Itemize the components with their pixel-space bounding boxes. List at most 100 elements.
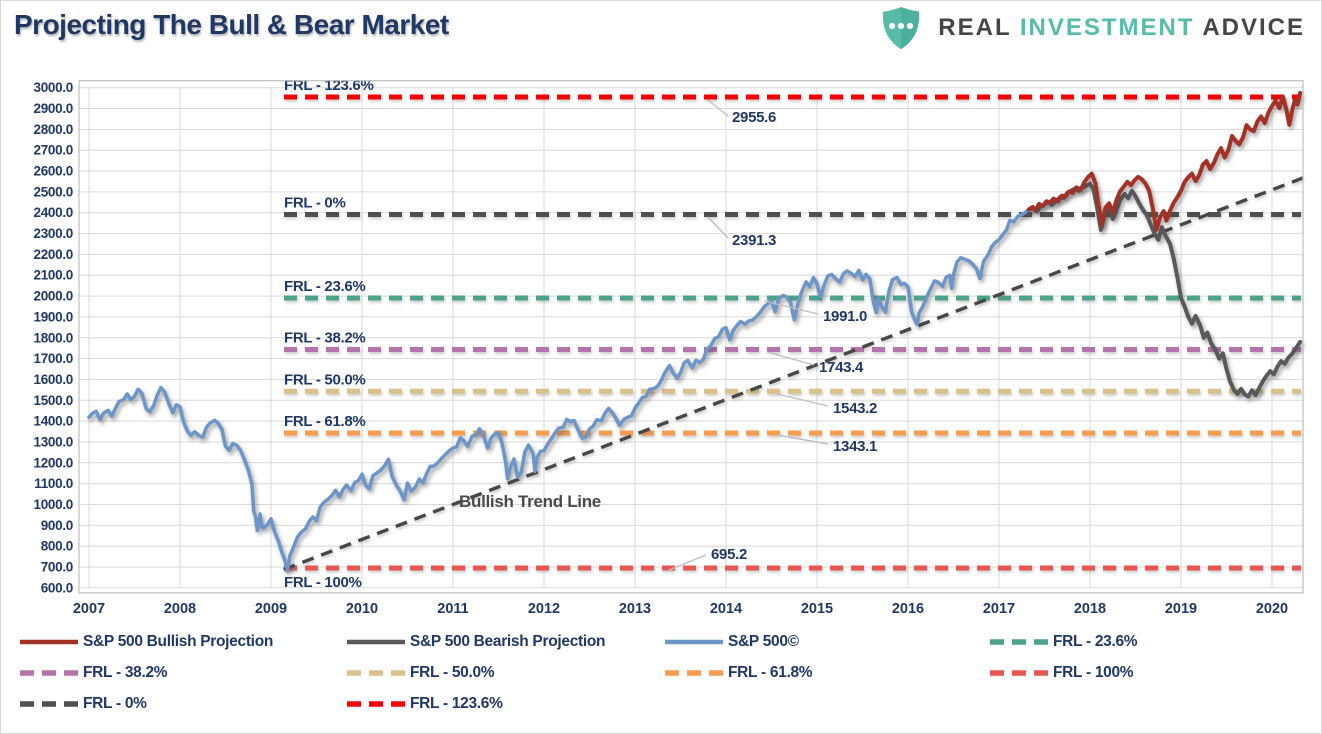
legend-swatch xyxy=(20,670,78,676)
legend-item-frl-38.2-: FRL - 38.2% xyxy=(19,664,168,682)
callout-value-1543.2: 1543.2 xyxy=(833,400,877,417)
callout-value-695.2: 695.2 xyxy=(711,546,747,563)
legend-swatch xyxy=(20,701,78,707)
legend-label: S&P 500 Bearish Projection xyxy=(410,633,606,650)
series-s-p-500-bullish-projection xyxy=(1027,90,1303,232)
legend-item-s-p-500-bearish-projection: S&P 500 Bearish Projection xyxy=(346,633,606,651)
x-axis-tick: 2015 xyxy=(801,601,833,617)
legend-label: FRL - 50.0% xyxy=(410,664,495,681)
y-axis-tick: 1300.0 xyxy=(34,434,74,449)
logo-word-investment: INVESTMENT xyxy=(1019,14,1195,41)
callout-value-1743.4: 1743.4 xyxy=(819,359,864,376)
legend-swatch xyxy=(20,639,78,645)
y-axis-tick: 2900.0 xyxy=(34,101,74,116)
frl-label-frl-123.6-: FRL - 123.6% xyxy=(284,77,374,94)
y-axis-tick: 2400.0 xyxy=(34,205,74,220)
page-title: Projecting The Bull & Bear Market xyxy=(14,9,449,40)
x-axis-tick: 2010 xyxy=(346,601,378,617)
callout-leader xyxy=(707,216,729,239)
callout-value-1991.0: 1991.0 xyxy=(823,308,867,325)
frl-label-frl-38.2-: FRL - 38.2% xyxy=(284,330,365,347)
frl-label-frl-100-: FRL - 100% xyxy=(284,574,362,591)
y-axis-tick: 1600.0 xyxy=(34,372,74,387)
y-axis-tick: 3000.0 xyxy=(34,80,74,95)
x-axis-tick: 2017 xyxy=(983,601,1015,617)
y-axis-tick: 2600.0 xyxy=(34,164,74,179)
x-axis-tick: 2013 xyxy=(619,601,651,617)
legend-label: FRL - 61.8% xyxy=(728,664,813,681)
legend-swatch xyxy=(347,670,405,676)
x-axis-tick: 2014 xyxy=(710,601,742,617)
x-axis-tick: 2020 xyxy=(1256,601,1288,617)
legend-swatch xyxy=(665,670,723,676)
frl-label-frl-50.0-: FRL - 50.0% xyxy=(284,371,365,388)
y-axis-tick: 1500.0 xyxy=(34,393,74,408)
y-axis-tick: 2100.0 xyxy=(34,268,74,283)
callout-leader xyxy=(707,99,729,117)
x-axis-tick: 2009 xyxy=(255,601,287,617)
brand-logo-text: REAL INVESTMENT ADVICE xyxy=(938,14,1305,42)
callout-value-1343.1: 1343.1 xyxy=(833,438,877,455)
legend-label: S&P 500© xyxy=(728,633,799,650)
logo-word-advice: ADVICE xyxy=(1202,14,1305,41)
y-axis-tick: 1800.0 xyxy=(34,330,74,345)
legend-swatch xyxy=(347,639,405,645)
legend-swatch xyxy=(990,639,1048,645)
callout-value-2391.3: 2391.3 xyxy=(732,232,776,249)
bullish-trend-line xyxy=(283,176,1304,572)
y-axis-tick: 2700.0 xyxy=(34,143,74,158)
callout-leader xyxy=(668,554,707,571)
gridlines xyxy=(79,87,1303,589)
y-axis-tick: 1000.0 xyxy=(34,497,74,512)
legend-item-s-p-500-: S&P 500© xyxy=(664,633,799,651)
y-axis-tick: 1400.0 xyxy=(34,414,74,429)
legend-swatch xyxy=(347,701,405,707)
brand-logo: REAL INVESTMENT ADVICE xyxy=(878,5,1305,51)
callout-leader xyxy=(763,300,819,315)
legend-label: S&P 500 Bullish Projection xyxy=(83,633,274,650)
trend-line-label: Bullish Trend Line xyxy=(459,492,601,511)
x-axis-tick: 2019 xyxy=(1165,601,1197,617)
callout-leader xyxy=(766,351,815,366)
legend-swatch xyxy=(665,639,723,645)
y-axis-tick: 700.0 xyxy=(41,559,73,574)
legend-item-frl-23.6-: FRL - 23.6% xyxy=(989,633,1138,651)
legend-item-frl-123.6-: FRL - 123.6% xyxy=(346,695,503,713)
frl-label-frl-0-: FRL - 0% xyxy=(284,195,346,212)
legend-item-frl-50.0-: FRL - 50.0% xyxy=(346,664,495,682)
frl-label-frl-61.8-: FRL - 61.8% xyxy=(284,413,365,430)
legend-item-frl-61.8-: FRL - 61.8% xyxy=(664,664,813,682)
plot-border xyxy=(78,80,1304,594)
x-axis-tick: 2012 xyxy=(528,601,560,617)
callout-leader xyxy=(776,434,829,445)
y-axis-tick: 1700.0 xyxy=(34,351,74,366)
legend-label: FRL - 0% xyxy=(83,695,147,712)
chart-canvas: FRL - 123.6% 2955.6 FRL - 0% 2391.3 FRL - 23… xyxy=(34,77,1304,617)
y-axis-tick: 2000.0 xyxy=(34,289,74,304)
y-axis-tick: 900.0 xyxy=(41,518,73,533)
x-axis-tick: 2018 xyxy=(1074,601,1106,617)
legend-swatch xyxy=(990,670,1048,676)
y-axis-tick: 2800.0 xyxy=(34,122,74,137)
x-axis-tick: 2016 xyxy=(892,601,924,617)
x-axis-tick: 2007 xyxy=(73,601,105,617)
legend-item-s-p-500-bullish-projection: S&P 500 Bullish Projection xyxy=(19,633,273,651)
legend-item-frl-0-: FRL - 0% xyxy=(19,695,147,713)
y-axis-tick: 2500.0 xyxy=(34,184,74,199)
legend-item-frl-100-: FRL - 100% xyxy=(989,664,1134,682)
legend-label: FRL - 100% xyxy=(1053,664,1134,681)
series-s-p-500- xyxy=(87,207,1031,573)
y-axis-tick: 600.0 xyxy=(41,580,73,595)
y-axis-tick: 800.0 xyxy=(41,539,73,554)
y-axis-tick: 2200.0 xyxy=(34,247,74,262)
y-axis-tick: 2300.0 xyxy=(34,226,74,241)
frl-label-frl-23.6-: FRL - 23.6% xyxy=(284,278,365,295)
legend-label: FRL - 23.6% xyxy=(1053,633,1138,650)
legend-label: FRL - 38.2% xyxy=(83,664,168,681)
y-axis-tick: 1100.0 xyxy=(34,476,73,491)
shield-icon xyxy=(883,7,920,50)
x-axis-tick: 2008 xyxy=(164,601,196,617)
y-axis-tick: 1200.0 xyxy=(34,455,74,470)
callout-value-2955.6: 2955.6 xyxy=(732,109,776,126)
